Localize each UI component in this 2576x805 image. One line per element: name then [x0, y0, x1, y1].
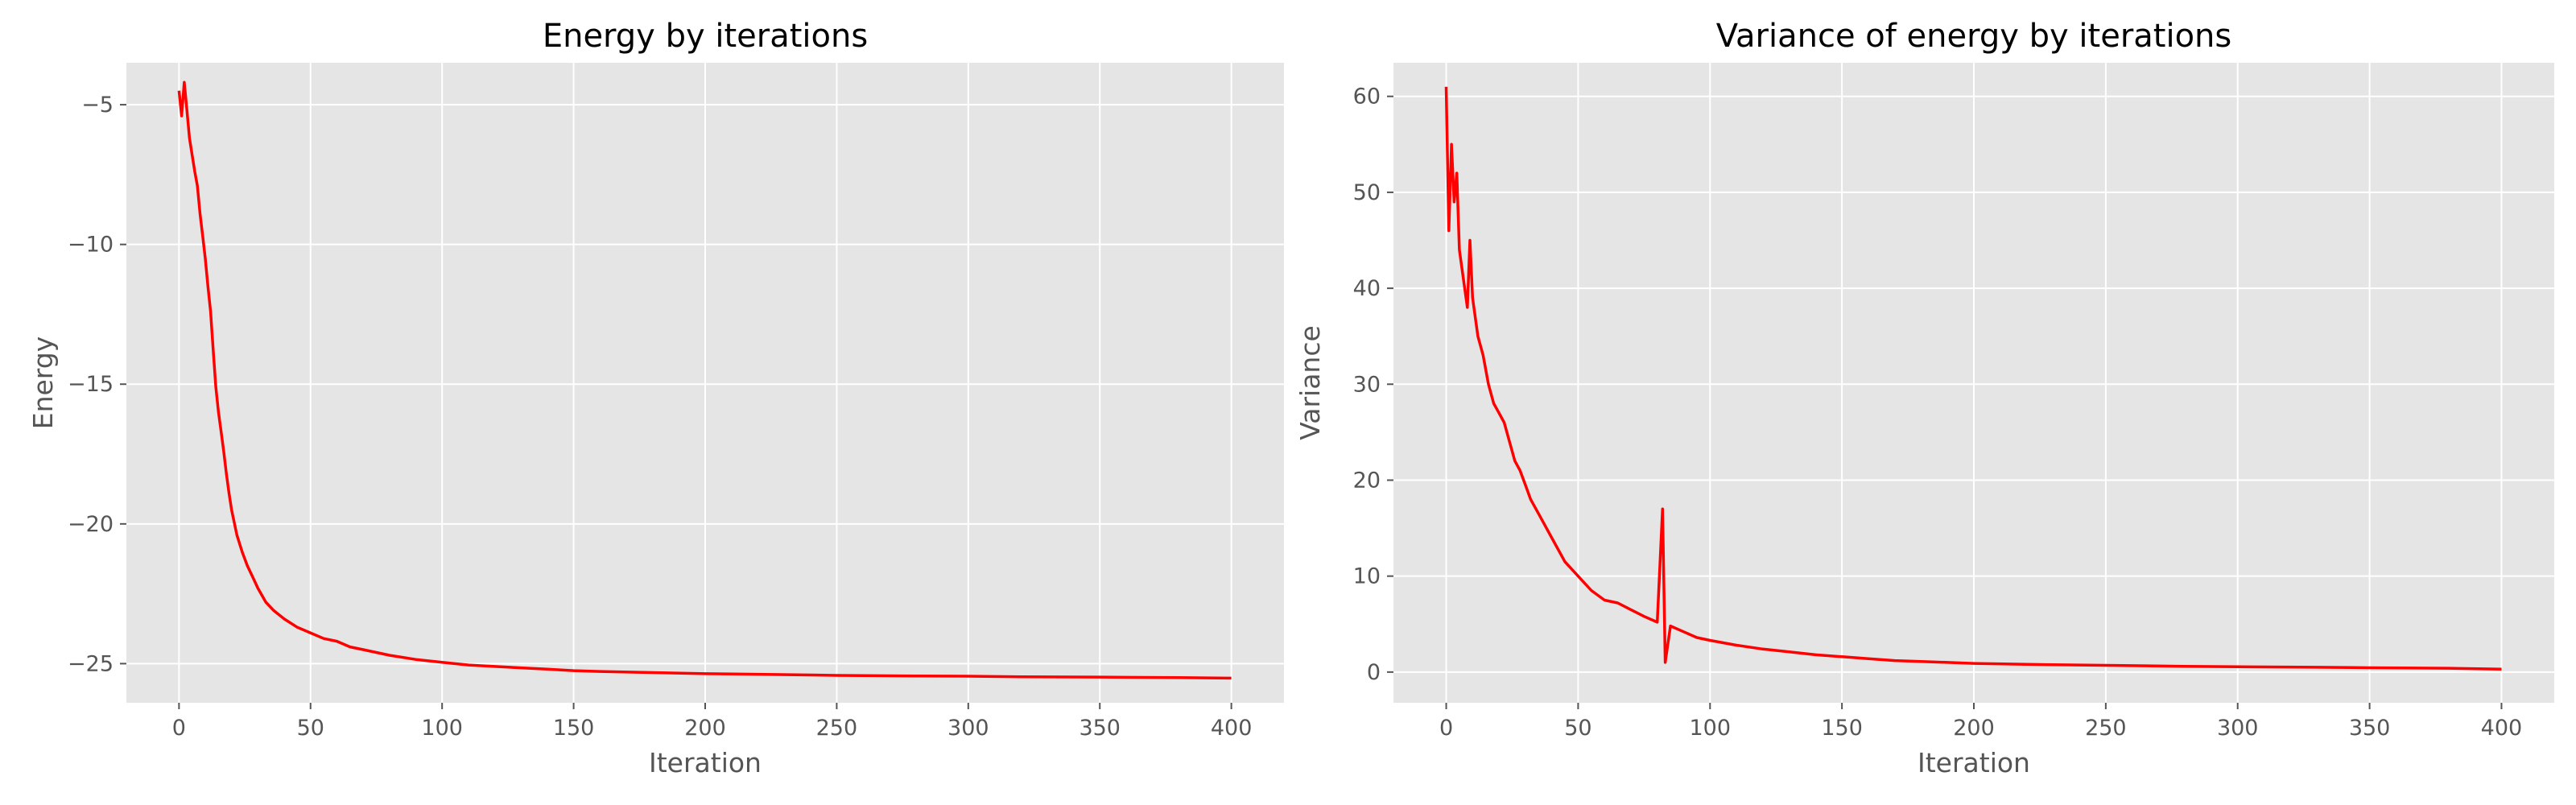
energy-grid [126, 63, 1284, 703]
variance-x-tick-label: 400 [2481, 716, 2523, 741]
energy-x-tick-label: 150 [553, 716, 595, 741]
variance-y-tick-label: 50 [1353, 180, 1381, 205]
energy-ticks: 0 50 100 150 200 250 300 350 400 −25 −20 −15 −10 −5 [68, 93, 1252, 741]
variance-x-tick-label: 250 [2085, 716, 2127, 741]
energy-y-tick-label: −25 [68, 651, 114, 676]
variance-x-tick-label: 300 [2217, 716, 2259, 741]
variance-x-tick-label: 100 [1689, 716, 1731, 741]
variance-x-tick-label: 0 [1439, 716, 1453, 741]
variance-y-tick-label: 30 [1353, 372, 1381, 397]
variance-line [1444, 86, 2502, 671]
energy-y-tick-label: −5 [81, 93, 114, 118]
energy-x-tick-label: 100 [421, 716, 463, 741]
energy-x-axis-label: Iteration [649, 747, 762, 778]
variance-grid [1393, 63, 2554, 703]
energy-x-tick-label: 300 [947, 716, 989, 741]
variance-x-axis-label: Iteration [1918, 747, 2030, 778]
energy-x-tick-label: 350 [1079, 716, 1121, 741]
variance-ticks: 0 50 100 150 200 250 300 350 400 0 10 20 30 40 50 60 [1353, 85, 2523, 741]
energy-x-tick-label: 250 [816, 716, 858, 741]
variance-y-tick-label: 10 [1353, 564, 1381, 589]
energy-chart: 0 50 100 150 200 250 300 350 400 −25 −20 −15 −10 −5 E… [27, 18, 1284, 778]
variance-chart: 0 50 100 150 200 250 300 350 400 0 10 20 30 40 50 60 Va… [1294, 18, 2554, 778]
energy-x-tick-label: 400 [1211, 716, 1253, 741]
variance-y-tick-label: 60 [1353, 85, 1381, 109]
variance-x-tick-label: 150 [1821, 716, 1863, 741]
variance-chart-title: Variance of energy by iterations [1716, 18, 2231, 55]
energy-y-tick-label: −15 [68, 372, 114, 397]
energy-x-tick-label: 0 [172, 716, 186, 741]
variance-y-tick-label: 40 [1353, 276, 1381, 301]
energy-line [177, 80, 1232, 680]
energy-y-tick-label: −20 [68, 512, 114, 537]
variance-x-tick-label: 200 [1953, 716, 1995, 741]
variance-y-axis-label: Variance [1294, 325, 1326, 440]
energy-x-tick-label: 50 [297, 716, 324, 741]
variance-y-tick-label: 0 [1367, 660, 1381, 685]
variance-x-tick-label: 50 [1564, 716, 1591, 741]
variance-x-tick-label: 350 [2349, 716, 2391, 741]
energy-y-axis-label: Energy [27, 336, 59, 430]
variance-y-tick-label: 20 [1353, 468, 1381, 493]
energy-x-tick-label: 200 [684, 716, 726, 741]
energy-y-tick-label: −10 [68, 233, 114, 258]
energy-chart-title: Energy by iterations [543, 18, 868, 55]
